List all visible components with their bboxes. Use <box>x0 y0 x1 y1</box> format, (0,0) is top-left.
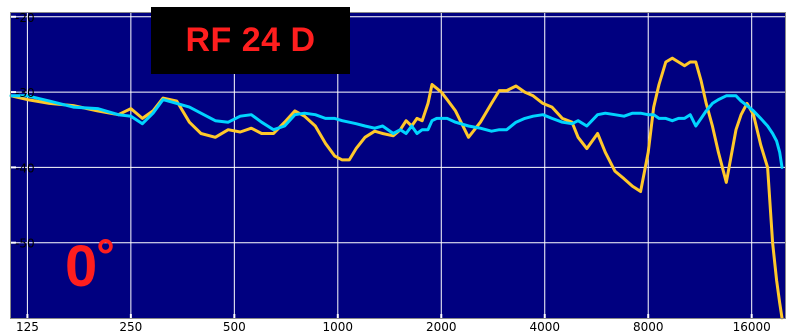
x-tick-label: 2000 <box>426 320 457 333</box>
x-tick-label: 8000 <box>633 320 664 333</box>
x-tick-label: 16000 <box>733 320 771 333</box>
y-tick-label: -40 <box>15 161 35 175</box>
y-axis-ticks: -20 -30 -40 -50 <box>11 11 35 251</box>
series-layer <box>9 56 784 320</box>
x-tick-label: 500 <box>223 320 246 333</box>
plot-background <box>11 13 785 318</box>
x-tick-label: 4000 <box>529 320 560 333</box>
chart-title: RF 24 D <box>185 21 316 59</box>
x-axis-ticks: 125 250 500 1000 2000 4000 8000 16000 <box>16 314 771 333</box>
title-box: RF 24 D <box>151 7 350 74</box>
y-tick-label: -30 <box>15 86 35 100</box>
angle-annotation: 0˚ <box>65 234 117 299</box>
x-tick-label: 1000 <box>323 320 354 333</box>
y-tick-label: -50 <box>15 237 35 251</box>
series-line-1 <box>9 56 784 320</box>
series-line-2 <box>9 94 784 169</box>
x-tick-label: 250 <box>119 320 142 333</box>
y-tick-label: -20 <box>15 11 35 25</box>
x-tick-label: 125 <box>16 320 39 333</box>
